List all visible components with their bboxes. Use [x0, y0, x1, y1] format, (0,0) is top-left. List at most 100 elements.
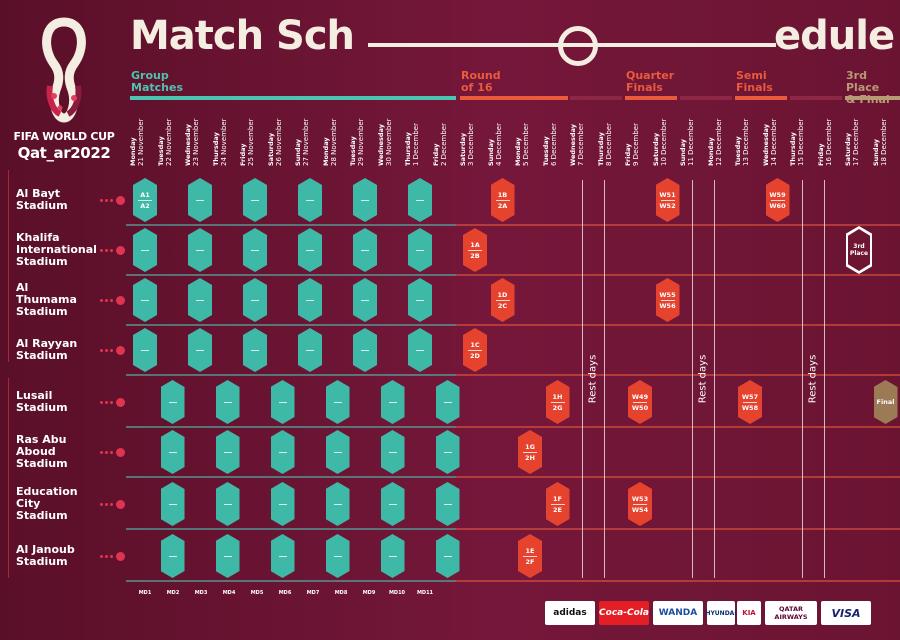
round-of-16-badge[interactable]: 1F 2E [545, 482, 570, 526]
date-header: Tuesday 6 December [541, 123, 558, 166]
round-of-16-badge[interactable]: 1G 2H [518, 430, 542, 474]
quarter-final-badge[interactable]: W53 W54 [628, 482, 652, 526]
quarter-final-badge[interactable]: W55 W56 [655, 278, 680, 322]
group-match-badge[interactable] [298, 228, 322, 272]
date-header: Wednesday 30 November [376, 118, 393, 166]
matchday-label: MD9 [362, 590, 376, 596]
group-match-badge[interactable] [353, 178, 377, 222]
group-match-badge[interactable] [243, 328, 267, 372]
stage-bar-group [130, 96, 456, 100]
group-match-badge[interactable] [160, 380, 185, 424]
date-header: Wednesday 23 November [184, 118, 200, 166]
round-of-16-badge[interactable]: 1H 2G [545, 380, 570, 424]
rest-days-column-1: Rest days [578, 180, 605, 578]
venue-connector-icon [100, 246, 126, 255]
matchday-label: MD11 [416, 590, 434, 596]
group-match-badge[interactable] [380, 534, 405, 578]
group-match-badge[interactable] [243, 228, 267, 272]
group-match-badge[interactable] [435, 534, 460, 578]
group-match-badge[interactable] [160, 534, 185, 578]
group-match-badge[interactable] [160, 430, 185, 474]
group-match-badge[interactable] [380, 482, 405, 526]
group-match-badge[interactable] [243, 178, 267, 222]
group-match-badge[interactable] [160, 482, 185, 526]
date-header: Monday 21 November [129, 118, 145, 166]
date-header: Friday 2 December [431, 123, 448, 166]
stage-label-group-matches: Group Matches [131, 69, 183, 94]
quarter-final-badge[interactable]: W49 W50 [628, 380, 652, 424]
group-match-badge[interactable] [435, 482, 460, 526]
group-match-badge[interactable] [133, 328, 157, 372]
group-match-badge[interactable] [270, 482, 295, 526]
group-match-badge[interactable] [353, 328, 377, 372]
date-header: Monday 5 December [514, 123, 530, 166]
group-match-badge[interactable] [408, 328, 432, 372]
group-match-badge[interactable] [215, 430, 240, 474]
group-match-badge[interactable]: A1 A2 [133, 178, 157, 222]
sponsor-adidas: adidas [545, 601, 595, 625]
round-of-16-badge[interactable]: 1C 2D [463, 328, 487, 372]
group-match-badge[interactable] [325, 534, 350, 578]
group-match-badge[interactable] [188, 328, 212, 372]
title-ring-icon [558, 26, 598, 66]
third-place-label-2: Place [849, 250, 869, 257]
round-of-16-badge[interactable]: 1A 2B [463, 228, 487, 272]
quarter-final-badge[interactable]: W51 W52 [655, 178, 680, 222]
third-place-badge[interactable]: 3rd Place [848, 229, 870, 271]
group-match-badge[interactable] [353, 228, 377, 272]
venue-name: Al Rayyan Stadium [16, 337, 78, 362]
venue-connector-icon [100, 500, 126, 509]
group-match-badge[interactable] [325, 430, 350, 474]
group-match-badge[interactable] [133, 278, 157, 322]
round-of-16-badge[interactable]: 1E 2F [518, 534, 542, 578]
matchday-label: MD7 [306, 590, 320, 596]
group-match-badge[interactable] [270, 380, 295, 424]
round-of-16-badge[interactable]: 1D 2C [490, 278, 515, 322]
group-match-badge[interactable] [298, 278, 322, 322]
sponsor-kia: KIA [737, 601, 761, 625]
sponsor-visa: VISA [821, 601, 871, 625]
venue-row-divider [126, 274, 900, 276]
venue-connector-icon [100, 346, 126, 355]
stage-bar-qf [625, 96, 677, 100]
date-header: Friday 16 December [816, 118, 833, 166]
group-match-badge[interactable] [408, 228, 432, 272]
group-match-badge[interactable] [408, 278, 432, 322]
venue-row-divider [126, 476, 900, 478]
group-match-badge[interactable] [133, 228, 157, 272]
matchday-label: MD3 [194, 590, 208, 596]
group-match-badge[interactable] [215, 534, 240, 578]
semi-final-badge[interactable]: W57 W58 [738, 380, 762, 424]
date-header: Saturday 3 December [459, 123, 475, 166]
group-match-badge[interactable] [215, 380, 240, 424]
final-badge[interactable]: Final [873, 380, 898, 424]
group-match-badge[interactable] [435, 430, 460, 474]
group-match-badge[interactable] [215, 482, 240, 526]
matchday-label: MD5 [250, 590, 264, 596]
group-match-badge[interactable] [435, 380, 460, 424]
group-match-badge[interactable] [325, 482, 350, 526]
group-match-badge[interactable] [353, 278, 377, 322]
group-match-badge[interactable] [188, 278, 212, 322]
group-match-badge[interactable] [188, 228, 212, 272]
group-match-badge[interactable] [270, 430, 295, 474]
group-match-badge[interactable] [325, 380, 350, 424]
group-match-badge[interactable] [188, 178, 212, 222]
sponsor-wanda: WANDA [653, 601, 703, 625]
rest-days-label: Rest days [587, 354, 599, 404]
group-match-badge[interactable] [298, 328, 322, 372]
date-header: Sunday 27 November [294, 118, 310, 166]
group-match-badge[interactable] [270, 534, 295, 578]
round-of-16-badge[interactable]: 1B 2A [490, 178, 515, 222]
group-match-badge[interactable] [380, 430, 405, 474]
date-header: Friday 25 November [239, 118, 255, 166]
date-header: Thursday 24 November [211, 118, 228, 166]
semi-final-badge[interactable]: W59 W60 [765, 178, 790, 222]
matchday-label: MD4 [222, 590, 236, 596]
group-match-badge[interactable] [408, 178, 432, 222]
sponsor-qatar-airways: QATAR AIRWAYS [765, 601, 817, 625]
group-match-badge[interactable] [243, 278, 267, 322]
stage-label-third-and-final: 3rd Place& Final [846, 69, 890, 106]
group-match-badge[interactable] [380, 380, 405, 424]
group-match-badge[interactable] [298, 178, 322, 222]
